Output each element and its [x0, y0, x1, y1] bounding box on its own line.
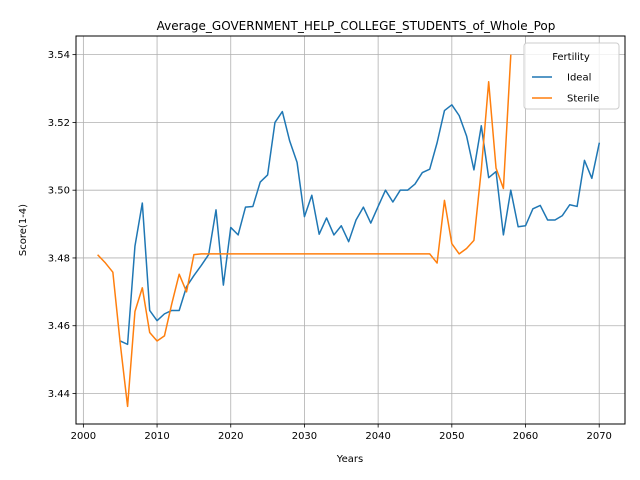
- y-axis-title: Score(1-4): [18, 204, 29, 256]
- y-axis: 3.44 3.46 3.48 3.50 3.52 3.54: [48, 50, 76, 400]
- x-tick-label: 2050: [439, 431, 464, 442]
- y-tick-label: 3.48: [48, 253, 70, 264]
- y-tick-label: 3.46: [48, 321, 70, 332]
- x-axis-title: Years: [336, 454, 363, 465]
- legend-label-sterile: Sterile: [567, 94, 599, 105]
- legend-box: [523, 42, 620, 110]
- legend: Fertility Ideal Sterile: [523, 42, 620, 110]
- x-axis: 2000 2010 2020 2030 2040 2050 2060 2070: [71, 424, 612, 442]
- series-line-sterile: [97, 54, 512, 408]
- x-tick-label: 2010: [144, 431, 169, 442]
- x-tick-label: 2030: [292, 431, 317, 442]
- y-tick-label: 3.54: [48, 50, 70, 61]
- y-tick-label: 3.52: [48, 118, 70, 129]
- y-tick-label: 3.44: [48, 389, 70, 400]
- x-tick-label: 2020: [218, 431, 243, 442]
- legend-title: Fertility: [552, 52, 590, 63]
- x-tick-label: 2000: [71, 431, 96, 442]
- y-tick-label: 3.50: [48, 186, 70, 197]
- series-line-ideal: [119, 104, 601, 346]
- chart-title: Average_GOVERNMENT_HELP_COLLEGE_STUDENTS…: [157, 19, 556, 33]
- x-tick-label: 2040: [365, 431, 390, 442]
- x-tick-label: 2070: [586, 431, 611, 442]
- series-layer: [97, 54, 601, 408]
- plot-frame: [75, 35, 626, 425]
- legend-label-ideal: Ideal: [567, 73, 591, 84]
- x-tick-label: 2060: [513, 431, 538, 442]
